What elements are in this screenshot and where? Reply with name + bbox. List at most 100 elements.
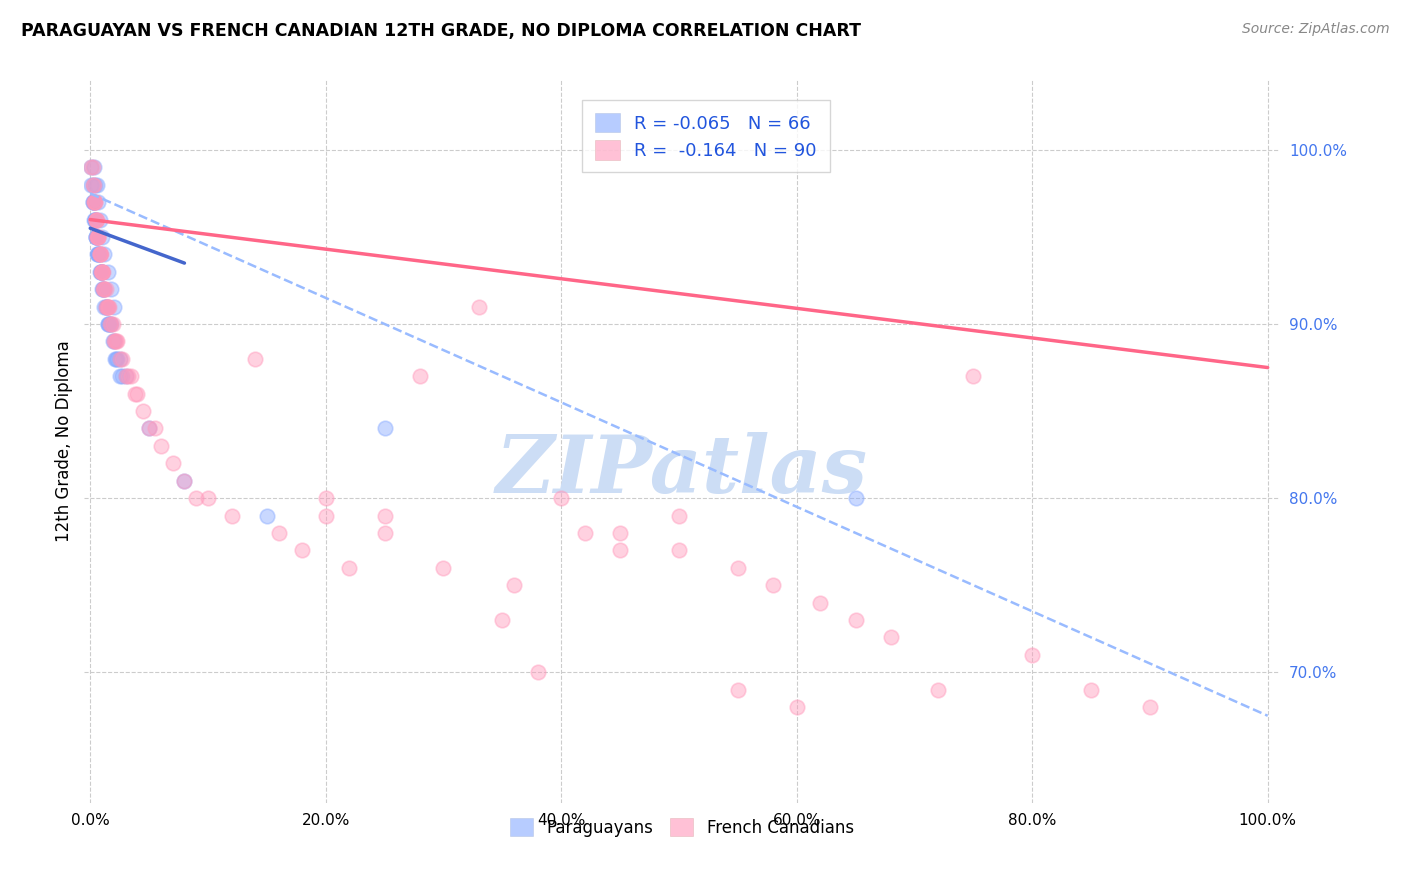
Point [90,265,112,279]
Point [91,282,114,296]
Point [173,474,195,488]
Point [98,317,121,331]
Point [84,212,107,227]
Point [468,300,491,314]
Point [94,300,117,314]
Point [526,665,548,680]
Point [149,439,172,453]
Point [82,195,104,210]
Point [1080,682,1102,697]
Point [104,351,127,366]
Text: PARAGUAYAN VS FRENCH CANADIAN 12TH GRADE, NO DIPLOMA CORRELATION CHART: PARAGUAYAN VS FRENCH CANADIAN 12TH GRADE… [21,22,860,40]
Point [138,421,160,435]
Point [86,247,108,261]
Point [117,369,139,384]
Point [111,369,134,384]
Point [124,386,146,401]
Point [880,631,903,645]
Point [83,195,105,210]
Point [845,613,868,627]
Point [91,265,114,279]
Point [503,578,526,592]
Point [105,351,128,366]
Point [727,682,749,697]
Point [105,334,128,349]
Point [94,300,117,314]
Point [243,351,266,366]
Point [100,282,122,296]
Point [93,247,115,261]
Point [98,317,121,331]
Point [90,247,112,261]
Point [105,334,128,349]
Point [173,474,195,488]
Point [84,212,107,227]
Point [315,491,337,505]
Point [97,300,120,314]
Point [668,543,690,558]
Point [98,300,121,314]
Legend: Paraguayans, French Canadians: Paraguayans, French Canadians [498,806,866,848]
Point [86,230,108,244]
Point [105,351,128,366]
Point [100,317,122,331]
Point [97,265,120,279]
Point [98,317,121,331]
Point [94,282,117,296]
Point [84,195,107,210]
Point [80,161,103,175]
Point [97,300,120,314]
Point [82,178,104,192]
Point [84,230,107,244]
Point [97,317,120,331]
Text: Source: ZipAtlas.com: Source: ZipAtlas.com [1241,22,1389,37]
Point [221,508,243,523]
Point [962,369,984,384]
Point [84,212,107,227]
Point [89,247,111,261]
Point [93,282,115,296]
Point [87,247,110,261]
Point [132,404,155,418]
Point [97,317,120,331]
Point [845,491,868,505]
Point [83,195,105,210]
Point [550,491,572,505]
Point [89,265,111,279]
Point [96,300,118,314]
Point [83,195,105,210]
Point [91,265,114,279]
Point [91,265,114,279]
Point [89,247,111,261]
Point [103,300,125,314]
Point [82,178,104,192]
Point [83,195,105,210]
Point [91,282,114,296]
Point [86,230,108,244]
Point [114,369,136,384]
Point [84,230,107,244]
Point [86,230,108,244]
Point [267,525,290,540]
Point [762,578,785,592]
Point [409,369,432,384]
Text: ZIPatlas: ZIPatlas [496,432,868,509]
Point [84,212,107,227]
Point [609,543,631,558]
Point [87,230,110,244]
Point [91,282,114,296]
Point [89,247,111,261]
Point [374,525,396,540]
Point [89,247,111,261]
Point [108,351,131,366]
Point [374,508,396,523]
Point [86,212,108,227]
Point [93,282,115,296]
Point [256,508,278,523]
Point [111,351,134,366]
Point [315,508,337,523]
Point [786,700,808,714]
Point [82,195,104,210]
Point [91,282,114,296]
Point [94,300,117,314]
